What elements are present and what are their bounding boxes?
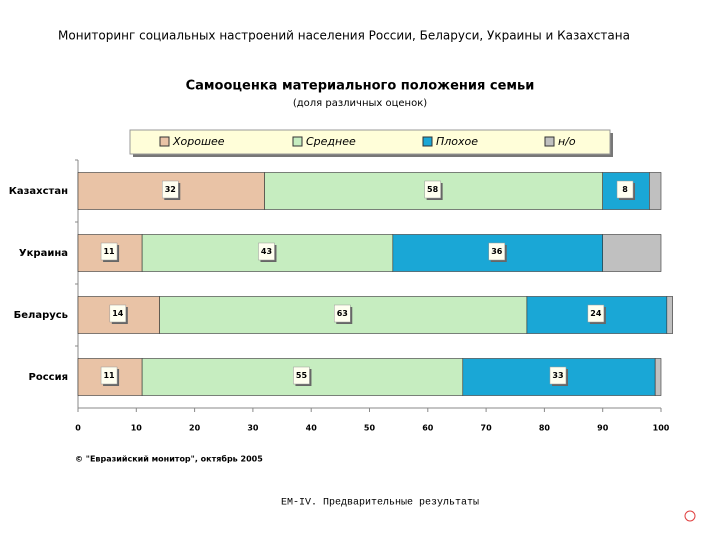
y-tick-label: Украина [19,248,68,259]
data-label: 8 [622,185,628,194]
y-tick-label: Казахстан [9,186,68,197]
slide-icon [684,510,696,522]
data-label: 32 [165,185,176,194]
y-tick-label: Беларусь [14,310,68,321]
x-tick-label: 100 [653,424,670,433]
legend-swatch [292,136,303,147]
legend-label: Плохое [436,135,478,148]
bar-segment [666,296,673,334]
data-label: 11 [103,371,115,380]
x-tick-label: 30 [247,424,259,433]
x-tick-label: 90 [597,424,609,433]
data-label-box [616,180,634,199]
data-label-box [549,366,567,385]
x-tick-label: 50 [364,424,376,433]
chart-title: Самооценка материального положения семьи [186,79,535,94]
legend-label: н/о [558,135,576,148]
chart-subtitle: (доля различных оценок) [293,98,427,109]
x-tick-label: 60 [422,424,434,433]
slide-title: Мониторинг социальных настроений населен… [58,29,630,43]
data-label-box [488,242,506,261]
data-label-box [258,242,275,261]
data-label-box [162,180,179,199]
x-tick-label: 40 [306,424,318,433]
x-tick-label: 10 [131,424,143,433]
data-label-box [334,304,351,323]
x-tick-label: 20 [189,424,201,433]
source-note: © "Евразийский монитор", октябрь 2005 [75,454,263,464]
bar-segment [602,234,662,272]
data-label-box [587,304,605,323]
x-tick-label: 80 [539,424,551,433]
data-label: 63 [337,309,348,318]
legend-swatch [159,136,170,147]
bar-segment [649,172,662,210]
data-label: 55 [296,371,308,380]
data-label: 11 [103,247,115,256]
legend-label: Хорошее [172,135,225,148]
data-label-box [109,304,127,323]
x-tick-label: 0 [75,424,81,433]
data-label: 58 [427,185,439,194]
data-label-box [293,366,310,385]
x-tick-label: 70 [481,424,493,433]
data-label: 33 [552,371,563,380]
data-label-box [100,242,118,261]
data-label: 24 [590,309,602,318]
data-label: 14 [112,309,124,318]
data-label: 36 [491,247,503,256]
legend [129,129,611,155]
data-label: 43 [261,247,272,256]
legend-swatch [544,136,555,147]
footer: EM-IV. Предварительные результаты [281,498,479,509]
y-tick-label: Россия [29,372,68,383]
legend-swatch [422,136,433,147]
data-label-box [100,366,118,385]
legend-label: Среднее [306,135,356,148]
bar-segment [654,358,662,396]
data-label-box [424,180,441,199]
